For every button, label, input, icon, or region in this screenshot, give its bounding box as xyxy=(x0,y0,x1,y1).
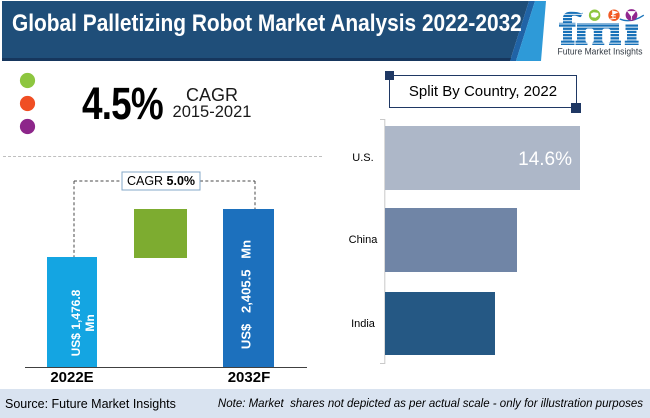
svg-text:Future Market Insights: Future Market Insights xyxy=(558,47,644,57)
